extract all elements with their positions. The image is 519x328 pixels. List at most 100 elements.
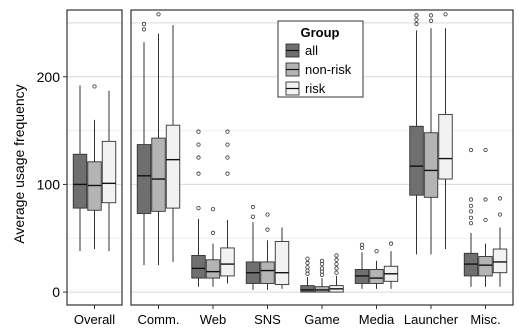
box-body bbox=[369, 269, 384, 284]
legend-title: Group bbox=[301, 25, 340, 40]
outlier-point bbox=[250, 214, 256, 219]
outlier-point bbox=[250, 204, 256, 210]
legend-label: risk bbox=[305, 81, 326, 96]
category-misc: Misc. bbox=[463, 147, 508, 327]
outlier-point bbox=[334, 266, 339, 271]
box-risk bbox=[274, 227, 290, 289]
box-non-risk bbox=[369, 249, 384, 289]
box-body bbox=[409, 125, 424, 196]
outlier-point bbox=[225, 155, 230, 160]
box-non-risk bbox=[87, 84, 102, 250]
box-body bbox=[136, 144, 152, 214]
category-comm: Comm. bbox=[136, 12, 181, 327]
box-non-risk bbox=[151, 12, 166, 266]
box-body bbox=[220, 247, 235, 277]
legend-item-all: all bbox=[285, 43, 318, 58]
box-all bbox=[191, 129, 206, 287]
outlier-point bbox=[196, 171, 201, 176]
box-risk bbox=[438, 12, 453, 250]
legend-item-risk: risk bbox=[285, 81, 326, 96]
x-tick-label: Launcher bbox=[404, 312, 459, 327]
outlier-point bbox=[319, 258, 325, 263]
outlier-point bbox=[468, 197, 474, 202]
box-all bbox=[354, 242, 370, 289]
outlier-point bbox=[359, 242, 365, 247]
category-media: Media bbox=[354, 241, 399, 327]
outlier-point bbox=[225, 171, 230, 176]
outlier-point bbox=[225, 142, 230, 147]
panels-layer: Overall Comm. Web SNS Game Media Launcher Misc. bbox=[66, 9, 514, 327]
box-risk bbox=[165, 25, 181, 262]
panel-apps: Comm. Web SNS Game Media Launcher Misc. bbox=[130, 9, 514, 327]
outlier-point bbox=[305, 260, 310, 266]
outlier-point bbox=[334, 257, 339, 262]
box-all bbox=[409, 13, 424, 255]
outlier-point bbox=[305, 256, 310, 261]
category-overall: Overall bbox=[72, 84, 117, 327]
box-risk bbox=[383, 241, 399, 289]
outlier-point bbox=[468, 209, 474, 214]
box-risk bbox=[492, 196, 508, 287]
box-body bbox=[274, 241, 290, 285]
box-non-risk bbox=[423, 13, 439, 255]
outlier-point bbox=[428, 13, 434, 18]
outlier-point bbox=[497, 212, 503, 217]
outlier-point bbox=[210, 230, 216, 235]
outlier-point bbox=[265, 227, 270, 232]
legend-label: all bbox=[305, 43, 318, 58]
outlier-point bbox=[334, 261, 339, 267]
category-launcher: Launcher bbox=[404, 12, 459, 327]
outlier-point bbox=[265, 212, 270, 217]
legend-label: non-risk bbox=[305, 62, 352, 77]
outlier-point bbox=[225, 129, 230, 134]
x-tick-label: Media bbox=[359, 312, 395, 327]
outlier-point bbox=[196, 142, 201, 147]
x-tick-label: Overall bbox=[74, 312, 115, 327]
category-game: Game bbox=[300, 253, 344, 327]
box-all bbox=[300, 256, 315, 293]
outlier-point bbox=[196, 206, 201, 211]
outlier-point bbox=[414, 13, 419, 18]
outlier-point bbox=[468, 147, 474, 153]
y-tick-label: 100 bbox=[37, 176, 61, 192]
box-body bbox=[205, 259, 221, 279]
outlier-point bbox=[414, 21, 419, 27]
outlier-point bbox=[374, 249, 379, 254]
panel-border bbox=[66, 9, 123, 306]
outlier-point bbox=[210, 207, 216, 212]
outlier-point bbox=[428, 18, 434, 23]
y-tick-label: 0 bbox=[52, 284, 60, 300]
outlier-point bbox=[468, 203, 474, 209]
outlier-point bbox=[196, 129, 201, 134]
outlier-point bbox=[388, 241, 394, 246]
box-body bbox=[300, 285, 315, 293]
box-non-risk bbox=[314, 258, 330, 293]
legend: Group all non-risk risk bbox=[277, 20, 364, 98]
box-body bbox=[260, 261, 275, 284]
box-body bbox=[101, 140, 117, 204]
outlier-point bbox=[468, 221, 474, 226]
outlier-point bbox=[483, 147, 488, 153]
outlier-point bbox=[196, 155, 201, 160]
y-axis: 0 100 200 bbox=[37, 69, 67, 300]
panel-border bbox=[130, 9, 514, 306]
y-axis-label: Average usage frequency bbox=[11, 84, 27, 243]
category-web: Web bbox=[191, 129, 235, 327]
outlier-point bbox=[483, 217, 488, 223]
box-risk bbox=[101, 90, 117, 252]
x-tick-label: Misc. bbox=[470, 312, 500, 327]
x-tick-label: Web bbox=[200, 312, 227, 327]
outlier-point bbox=[305, 265, 310, 270]
box-body bbox=[478, 256, 493, 277]
y-tick-label: 200 bbox=[37, 69, 61, 85]
box-body bbox=[191, 255, 206, 279]
box-body bbox=[165, 124, 181, 209]
box-non-risk bbox=[260, 212, 275, 290]
box-all bbox=[463, 147, 479, 287]
outlier-point bbox=[141, 27, 147, 32]
outlier-point bbox=[334, 253, 339, 258]
outlier-point bbox=[414, 17, 419, 22]
box-body bbox=[72, 153, 88, 209]
box-risk bbox=[329, 253, 344, 293]
